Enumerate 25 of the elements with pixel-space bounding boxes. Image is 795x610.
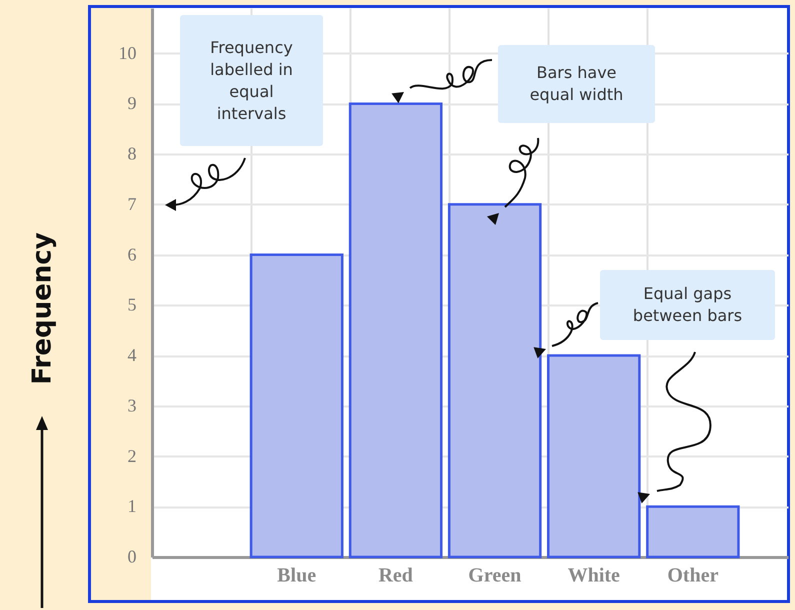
y-tick-label: 7 [128,194,136,214]
y-tick-label: 5 [128,294,136,315]
bar [448,203,542,558]
bar [250,254,344,558]
bar [547,354,641,558]
bar [348,102,443,558]
y-tick-label: 3 [128,395,136,416]
y-tick-label: 10 [118,42,136,63]
x-tick-label: Green [468,564,522,586]
y-tick-label: 0 [128,546,136,566]
y-tick-label: 6 [128,244,136,264]
callout-box: Bars have equal width [498,45,655,123]
y-tick-label: 2 [128,446,136,466]
x-tick-label: Other [667,564,719,586]
y-tick-label: 9 [128,93,136,114]
x-tick-label: White [568,564,620,586]
callout-box: Equal gaps between bars [600,270,775,340]
y-tick-label: 8 [128,144,136,164]
y-tick-label: 1 [128,496,136,516]
callout-box: Frequency labelled in equal intervals [180,15,323,146]
x-tick-label: Red [378,564,413,586]
bar [646,505,740,558]
y-axis-title: Frequency [28,232,58,385]
y-tick-label: 4 [128,345,136,366]
x-tick-label: Blue [277,564,316,586]
